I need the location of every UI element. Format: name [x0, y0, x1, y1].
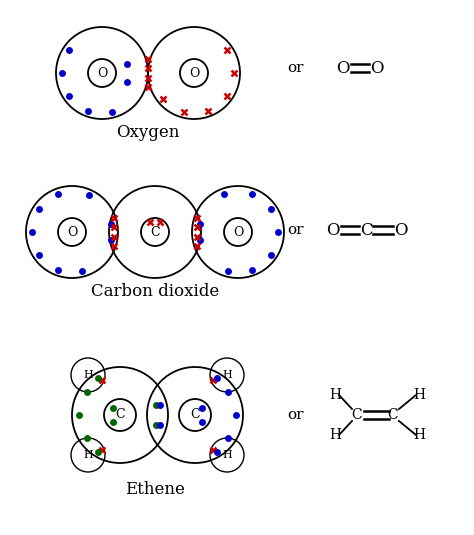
Text: O: O: [394, 221, 408, 239]
Text: H: H: [329, 428, 341, 442]
Text: H: H: [83, 450, 93, 460]
Text: or: or: [288, 408, 304, 422]
Text: H: H: [83, 370, 93, 380]
Text: C: C: [190, 409, 200, 422]
Text: H: H: [222, 370, 232, 380]
Text: O: O: [336, 59, 350, 77]
Text: H: H: [329, 388, 341, 402]
Text: H: H: [413, 428, 425, 442]
Text: Oxygen: Oxygen: [116, 124, 180, 141]
Text: Carbon dioxide: Carbon dioxide: [91, 282, 219, 300]
Text: C: C: [115, 409, 125, 422]
Text: O: O: [189, 66, 199, 80]
Text: C: C: [360, 221, 372, 239]
Text: C: C: [150, 225, 160, 239]
Text: O: O: [233, 225, 243, 239]
Text: H: H: [413, 388, 425, 402]
Text: O: O: [67, 225, 77, 239]
Text: or: or: [288, 223, 304, 237]
Text: O: O: [97, 66, 107, 80]
Text: O: O: [326, 221, 340, 239]
Text: Ethene: Ethene: [125, 482, 185, 499]
Text: or: or: [288, 61, 304, 75]
Text: O: O: [370, 59, 384, 77]
Text: C: C: [388, 408, 398, 422]
Text: C: C: [352, 408, 362, 422]
Text: H: H: [222, 450, 232, 460]
